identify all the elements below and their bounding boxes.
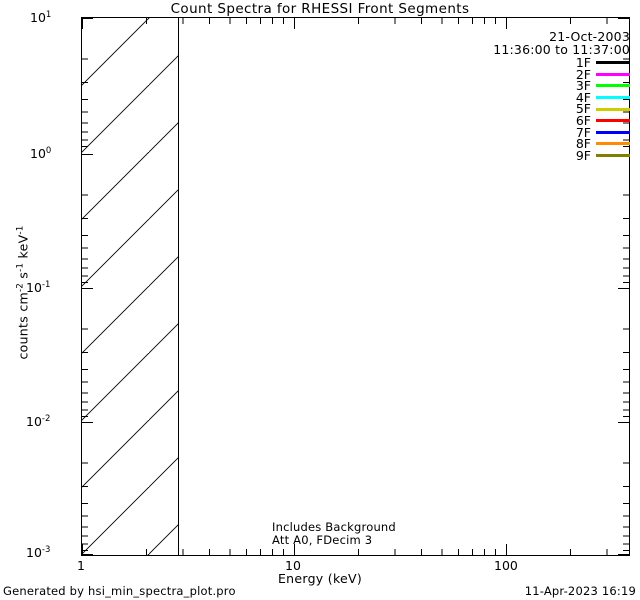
legend-item-label: 9F	[575, 147, 591, 163]
annotation-attenuator-state: Att A0, FDecim 3	[272, 532, 373, 547]
xtick-label-100: 100	[494, 558, 518, 573]
legend-item-6f[interactable]: 6F	[420, 112, 630, 128]
legend-color-swatch	[596, 154, 630, 158]
hatch-pattern-svg	[82, 18, 179, 555]
legend-color-swatch	[596, 119, 630, 123]
page-title: Count Spectra for RHESSI Front Segments	[170, 1, 470, 17]
y-axis-title: counts cm-2 s-1 keV-1	[15, 225, 31, 360]
legend-entries: 1F 2F 3F 4F 5F 6F	[420, 55, 630, 163]
legend-item-3f[interactable]: 3F	[420, 80, 630, 92]
legend-observation-time-range: 11:36:00 to 11:37:00	[493, 42, 630, 57]
plot-canvas: Includes Background Att A0, FDecim 3	[82, 18, 629, 555]
legend-item-label: 6F	[575, 112, 591, 128]
legend-observation-date: 21-Oct-2003	[549, 29, 630, 44]
legend-item-label: 5F	[575, 101, 591, 117]
ytick-label-10e0: 100	[30, 145, 52, 161]
legend-color-swatch	[596, 84, 630, 88]
legend-item-label: 3F	[575, 78, 591, 94]
xtick-label-1: 1	[77, 558, 85, 573]
plot-area: Includes Background Att A0, FDecim 3	[81, 17, 630, 556]
xtick-label-10: 10	[285, 558, 301, 573]
plot-annotation-block: Includes Background Att A0, FDecim 3	[272, 521, 396, 546]
hatched-region	[82, 18, 179, 555]
legend-item-8f[interactable]: 8F	[420, 138, 630, 150]
legend: 21-Oct-2003 11:36:00 to 11:37:00 1F 2F 3…	[420, 30, 630, 161]
legend-item-label: 1F	[575, 55, 591, 70]
ytick-label-10e1: 101	[30, 9, 52, 25]
annotation-includes-background: Includes Background	[272, 520, 396, 534]
legend-item-label: 8F	[575, 136, 591, 152]
hatch-region-right-edge	[178, 18, 179, 555]
ytick-label-10e-1: 10-1	[26, 279, 51, 295]
x-axis-title: Energy (keV)	[277, 571, 363, 586]
legend-item-label: 7F	[575, 124, 591, 140]
axis-ticks-svg	[82, 18, 629, 555]
legend-item-1f[interactable]: 1F	[420, 55, 630, 70]
legend-color-swatch	[596, 130, 630, 134]
legend-item-2f[interactable]: 2F	[420, 66, 630, 82]
legend-color-swatch	[596, 72, 630, 76]
legend-item-label: 2F	[575, 66, 591, 82]
legend-color-swatch	[596, 61, 630, 65]
legend-item-4f[interactable]: 4F	[420, 89, 630, 105]
ytick-label-10e-2: 10-2	[26, 413, 51, 429]
footer-timestamp: 11-Apr-2023 16:19	[524, 584, 636, 598]
ytick-label-10e-3: 10-3	[26, 544, 51, 560]
legend-color-swatch	[596, 142, 630, 146]
legend-color-swatch	[596, 96, 630, 100]
legend-item-9f[interactable]: 9F	[420, 147, 630, 163]
legend-color-swatch	[596, 107, 630, 111]
legend-item-5f[interactable]: 5F	[420, 103, 630, 115]
footer-generator-text: Generated by hsi_min_spectra_plot.pro	[3, 584, 236, 598]
legend-item-label: 4F	[575, 89, 591, 105]
legend-item-7f[interactable]: 7F	[420, 124, 630, 140]
